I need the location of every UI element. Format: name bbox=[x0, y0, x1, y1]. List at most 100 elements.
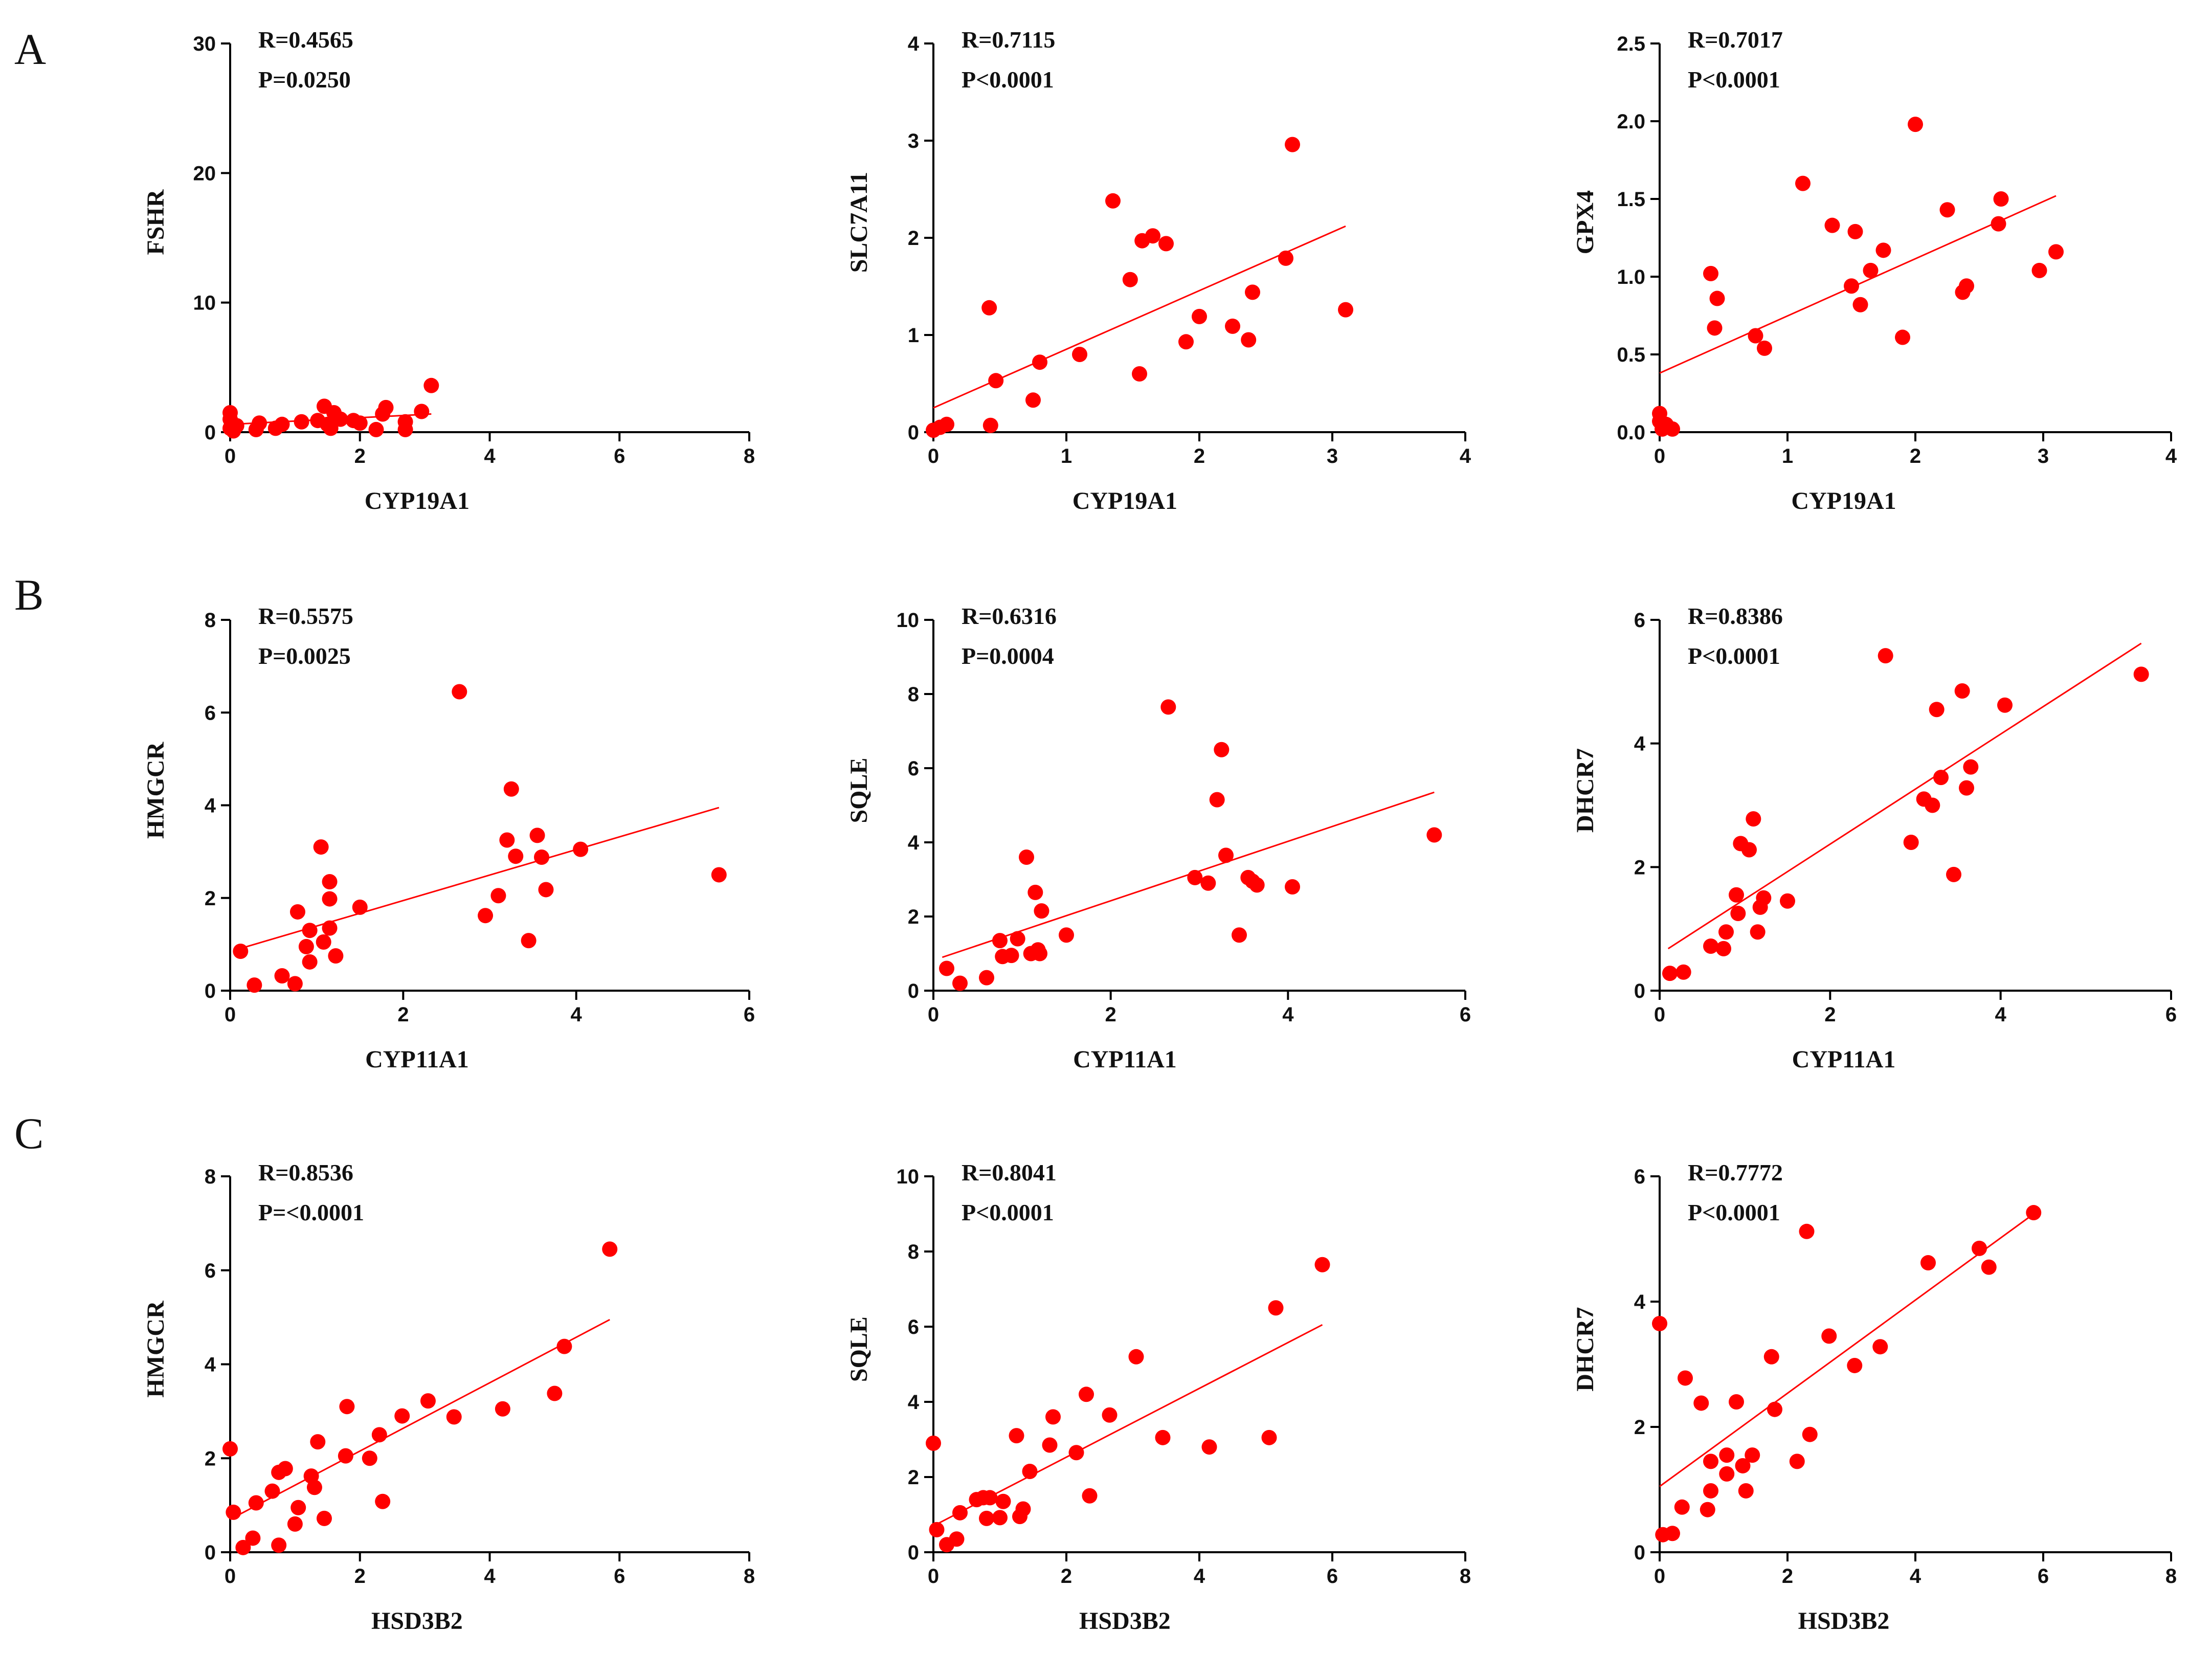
data-point bbox=[322, 920, 338, 936]
regression-line bbox=[1667, 642, 2142, 950]
data-point bbox=[397, 421, 413, 437]
data-point bbox=[1878, 648, 1893, 664]
data-point bbox=[352, 415, 368, 431]
data-point bbox=[1652, 1315, 1667, 1331]
y-tick-label: 0 bbox=[908, 421, 919, 444]
panel-label-a: A bbox=[14, 25, 46, 74]
data-point bbox=[1703, 265, 1718, 281]
x-tick-label: 4 bbox=[1194, 1565, 1205, 1588]
data-point bbox=[1735, 1458, 1751, 1473]
regression-line bbox=[1659, 1213, 2035, 1487]
data-point bbox=[1799, 1223, 1815, 1239]
x-tick-label: 0 bbox=[928, 1565, 939, 1588]
y-tick-label: 2 bbox=[1634, 856, 1645, 879]
data-point bbox=[322, 891, 338, 907]
r-value-label: R=0.8536 bbox=[258, 1159, 353, 1186]
x-tick-label: 8 bbox=[2165, 1565, 2177, 1588]
data-point bbox=[1703, 1454, 1718, 1469]
data-point bbox=[1160, 699, 1176, 715]
y-tick-label: 6 bbox=[908, 757, 919, 780]
y-tick-label: 2 bbox=[908, 227, 919, 250]
regression-line bbox=[933, 1324, 1323, 1527]
data-point bbox=[478, 908, 494, 924]
data-point bbox=[988, 373, 1004, 389]
x-tick-label: 0 bbox=[225, 445, 236, 467]
x-tick-label: 2 bbox=[354, 445, 366, 467]
data-point bbox=[1908, 117, 1923, 132]
data-point bbox=[602, 1241, 618, 1257]
x-tick-label: 0 bbox=[1654, 1003, 1665, 1026]
x-tick-label: 1 bbox=[1782, 445, 1793, 467]
y-tick-label: 0 bbox=[1634, 1541, 1645, 1564]
data-point bbox=[1703, 1483, 1718, 1499]
data-point bbox=[1693, 1395, 1709, 1411]
data-point bbox=[1674, 1499, 1690, 1515]
data-point bbox=[1225, 318, 1240, 334]
x-tick-label: 6 bbox=[614, 1565, 625, 1588]
x-tick-label: 0 bbox=[928, 445, 939, 467]
data-point bbox=[1034, 903, 1049, 919]
x-tick-label: 4 bbox=[1282, 1003, 1294, 1026]
data-point bbox=[1745, 1447, 1760, 1463]
r-value-label: R=0.8386 bbox=[1688, 603, 1783, 629]
y-axis-title: SQLE bbox=[845, 1316, 873, 1382]
data-point bbox=[1009, 1428, 1024, 1444]
data-point bbox=[1802, 1426, 1818, 1442]
data-point bbox=[371, 1427, 387, 1443]
x-tick-label: 4 bbox=[484, 445, 496, 467]
y-tick-label: 6 bbox=[1634, 609, 1645, 632]
y-tick-label: 10 bbox=[897, 1166, 920, 1188]
data-point bbox=[981, 300, 997, 316]
data-point bbox=[979, 1510, 994, 1526]
x-axis-title: HSD3B2 bbox=[1798, 1607, 1890, 1635]
x-tick-label: 1 bbox=[1061, 445, 1072, 467]
data-point bbox=[1946, 866, 1961, 882]
data-point bbox=[274, 416, 290, 432]
data-point bbox=[1338, 302, 1353, 318]
data-point bbox=[1027, 884, 1043, 900]
data-point bbox=[1145, 228, 1160, 244]
y-tick-label: 4 bbox=[908, 1391, 920, 1414]
data-point bbox=[1844, 278, 1859, 294]
data-point bbox=[1789, 1454, 1805, 1469]
data-point bbox=[306, 1480, 322, 1495]
data-point bbox=[1662, 966, 1678, 981]
x-axis-title: CYP11A1 bbox=[365, 1046, 469, 1073]
data-point bbox=[1022, 1463, 1038, 1479]
data-point bbox=[1003, 948, 1019, 964]
data-point bbox=[1068, 1445, 1084, 1461]
data-point bbox=[1748, 328, 1763, 344]
y-tick-label: 2 bbox=[908, 1466, 919, 1489]
y-tick-label: 4 bbox=[908, 832, 920, 854]
data-point bbox=[1249, 877, 1265, 893]
data-point bbox=[1780, 893, 1795, 909]
data-point bbox=[274, 968, 290, 984]
p-value-label: P<0.0001 bbox=[1688, 643, 1780, 669]
data-point bbox=[368, 421, 384, 437]
x-axis-title: CYP19A1 bbox=[1073, 487, 1177, 515]
y-tick-label: 0.0 bbox=[1617, 421, 1645, 444]
data-point bbox=[316, 1510, 332, 1526]
data-point bbox=[1015, 1501, 1031, 1517]
data-point bbox=[1285, 137, 1300, 152]
x-tick-label: 6 bbox=[2165, 1003, 2177, 1026]
y-tick-label: 6 bbox=[908, 1316, 919, 1338]
regression-line bbox=[238, 807, 720, 950]
data-point bbox=[1201, 1439, 1217, 1455]
x-tick-label: 4 bbox=[1995, 1003, 2007, 1026]
y-tick-label: 2 bbox=[205, 1447, 216, 1470]
data-point bbox=[573, 841, 589, 857]
data-point bbox=[1920, 1255, 1936, 1271]
regression-line bbox=[230, 1318, 610, 1521]
data-point bbox=[313, 839, 329, 855]
data-point bbox=[302, 954, 318, 970]
data-point bbox=[222, 1441, 238, 1457]
x-axis-title: CYP19A1 bbox=[365, 487, 470, 515]
data-point bbox=[1665, 1526, 1680, 1541]
data-point bbox=[1082, 1488, 1098, 1504]
data-point bbox=[1741, 842, 1757, 858]
data-point bbox=[2031, 262, 2047, 278]
data-point bbox=[1746, 811, 1761, 827]
y-tick-label: 8 bbox=[205, 609, 216, 632]
data-point bbox=[1232, 927, 1247, 943]
